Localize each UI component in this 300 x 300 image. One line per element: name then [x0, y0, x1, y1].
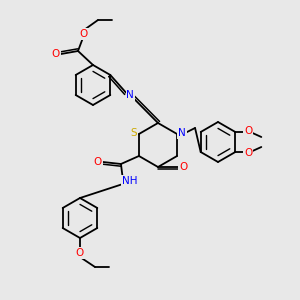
Text: N: N	[178, 128, 186, 138]
Text: O: O	[80, 29, 88, 39]
Text: O: O	[94, 157, 102, 167]
Text: O: O	[52, 49, 60, 59]
Text: O: O	[244, 148, 252, 158]
Text: O: O	[179, 162, 187, 172]
Text: N: N	[126, 90, 134, 100]
Text: S: S	[130, 128, 137, 138]
Text: O: O	[244, 126, 252, 136]
Text: O: O	[76, 248, 84, 258]
Text: NH: NH	[122, 176, 138, 186]
